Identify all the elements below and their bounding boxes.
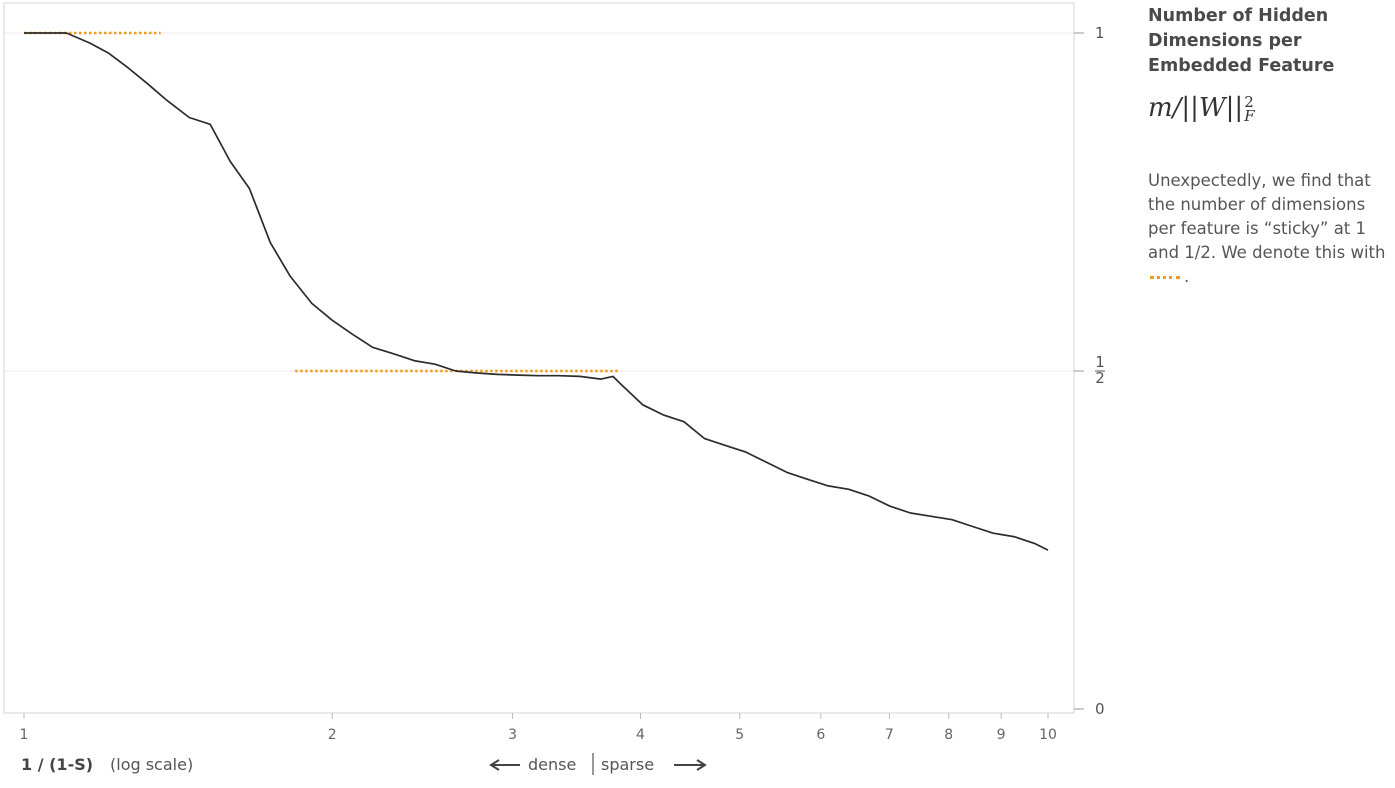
- x-tick-label: 6: [816, 727, 825, 743]
- x-tick-label: 10: [1039, 727, 1057, 743]
- side-panel: Number of Hidden Dimensions per Embedded…: [1148, 4, 1388, 289]
- x-tick-label: 2: [328, 727, 337, 743]
- x-axis-scale-note: (log scale): [110, 755, 193, 774]
- sparse-label: sparse: [601, 755, 654, 774]
- side-note: Unexpectedly, we find that the number of…: [1148, 169, 1388, 289]
- x-tick-label: 8: [944, 727, 953, 743]
- x-tick-label: 3: [508, 727, 517, 743]
- x-tick-label: 4: [636, 727, 645, 743]
- plot-frame: [3, 2, 1075, 714]
- x-tick-label: 5: [735, 727, 744, 743]
- direction-indicator: dense sparse: [489, 753, 707, 775]
- x-tick-label: 9: [997, 727, 1006, 743]
- y-tick-label: 1: [1095, 24, 1105, 42]
- chart-title: Number of Hidden Dimensions per Embedded…: [1148, 6, 1335, 76]
- y-tick-label: 12: [1095, 353, 1105, 387]
- formula-sub: F: [1244, 107, 1255, 125]
- y-tick-numerator: 1: [1095, 353, 1105, 371]
- y-tick-denominator: 2: [1095, 369, 1105, 387]
- dense-label: dense: [528, 755, 576, 774]
- x-tick-label: 1: [20, 727, 29, 743]
- arrow-right-icon: [674, 759, 707, 771]
- series-line: [24, 32, 1049, 551]
- x-axis-label: 1 / (1-S): [21, 755, 93, 774]
- y-tick-label: 0: [1095, 700, 1105, 718]
- x-axis-ticks: 1 2 3 4 5 6 7 8 9 10: [20, 713, 1057, 743]
- gridlines: [5, 32, 1074, 372]
- sticky-legend-swatch: [1150, 276, 1180, 279]
- formula-sup: 2: [1244, 93, 1254, 111]
- x-tick-label: 7: [885, 727, 894, 743]
- note-text: Unexpectedly, we find that the number of…: [1148, 171, 1386, 262]
- note-end: .: [1184, 267, 1190, 286]
- sticky-markers: [24, 31, 618, 373]
- arrow-left-icon: [489, 759, 520, 771]
- formula: m/||W|| 2 F: [1148, 93, 1388, 125]
- formula-base: m/||W||: [1148, 93, 1244, 123]
